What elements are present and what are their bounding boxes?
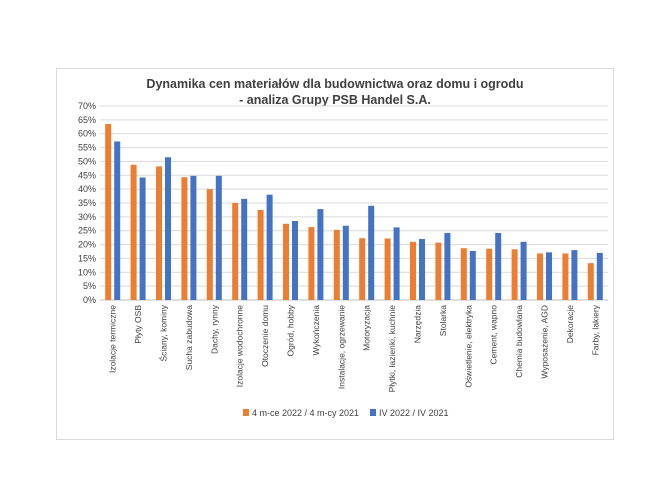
x-category-label: Motoryzacja (362, 305, 372, 351)
bar-series2 (596, 252, 603, 300)
x-category-label: Izolacje termiczne (108, 305, 118, 373)
bar-series2 (266, 194, 273, 300)
bar-series2 (215, 175, 222, 300)
y-tick-label: 25% (78, 226, 96, 236)
bar-series2 (165, 157, 171, 300)
bars (105, 124, 603, 300)
bar-series2 (342, 225, 349, 300)
bar-series1 (283, 223, 289, 300)
legend: 4 m-ce 2022 / 4 m-cy 2021 IV 2022 / IV 20… (243, 408, 449, 418)
chart-title-line-1: Dynamika cen materiałów dla budownictwa … (146, 77, 524, 91)
y-tick-label: 70% (78, 101, 96, 111)
bar-series1 (308, 227, 315, 300)
gridlines (100, 105, 608, 301)
bar-series1 (562, 253, 569, 300)
bar-series1 (410, 241, 416, 300)
x-category-label: Ściany, kominy (158, 304, 169, 361)
bar-series2 (368, 205, 375, 300)
x-category-label: Narzędzia (413, 305, 423, 344)
y-axis: 0% 5% 10% 15% 20% 25% 30% 35% 40% 45% 50% 55% 60% 65%… (78, 101, 96, 305)
chart-title: Dynamika cen materiałów dla budownictwa … (56, 76, 614, 108)
x-category-label: Oświetlenie, elektryka (463, 305, 473, 388)
y-tick-label: 45% (78, 170, 96, 180)
y-tick-label: 10% (78, 267, 96, 277)
x-category-label: Ogród, hobby (286, 304, 296, 356)
bar-series1 (359, 238, 366, 300)
y-tick-label: 60% (78, 129, 96, 139)
bar-series1 (105, 124, 112, 300)
x-category-label: Otoczenie domu (260, 305, 270, 367)
bar-series1 (384, 238, 391, 300)
y-tick-label: 15% (78, 253, 96, 263)
legend-swatch (370, 409, 376, 416)
x-category-label: Farby, lakiery (590, 304, 600, 355)
x-category-label: Dekoracje (565, 305, 575, 344)
y-tick-label: 65% (78, 115, 96, 125)
bar-series2 (520, 241, 527, 300)
bar-series1 (257, 209, 264, 300)
x-category-label: Stolarka (438, 305, 448, 336)
legend-label: 4 m-ce 2022 / 4 m-cy 2021 (252, 408, 359, 418)
bar-series2 (190, 175, 197, 300)
bar-series1 (181, 177, 188, 300)
legend-swatch (243, 409, 249, 416)
x-category-label: Wyposażenie, AGD (540, 305, 550, 379)
bar-series1 (486, 248, 493, 300)
x-category-label: Płyty OSB (133, 305, 143, 344)
bar-series2 (571, 250, 578, 300)
bar-series1 (232, 203, 239, 300)
bar-series1 (206, 189, 213, 300)
x-category-label: Instalacje, ogrzewanie (336, 305, 346, 389)
bar-series1 (333, 229, 340, 300)
bar-series2 (419, 239, 425, 300)
bar-series1 (130, 164, 137, 300)
bar-series2 (469, 250, 476, 300)
x-category-label: Wykończenia (311, 305, 321, 356)
y-tick-label: 40% (78, 184, 96, 194)
bar-series1 (460, 248, 467, 300)
bar-series2 (393, 227, 400, 300)
bar-series2 (444, 232, 451, 300)
y-tick-label: 20% (78, 240, 96, 250)
y-tick-label: 30% (78, 212, 96, 222)
y-tick-label: 0% (83, 295, 96, 305)
y-tick-label: 35% (78, 198, 96, 208)
x-category-label: Sucha zabudowa (184, 305, 194, 370)
y-tick-label: 55% (78, 143, 96, 153)
bar-series2 (546, 252, 552, 300)
chart-title-line-2: - analiza Grupy PSB Handel S.A. (239, 93, 431, 107)
bar-series2 (114, 141, 121, 300)
x-category-label: Płytki, łazienki, kuchnie (387, 305, 397, 393)
x-axis: Izolacje termiczne Płyty OSB Ściany, komin… (108, 304, 601, 392)
bar-series1 (537, 253, 543, 300)
x-category-label: Dachy, rynny (209, 304, 219, 354)
y-tick-label: 5% (83, 281, 96, 291)
bar-series1 (587, 263, 594, 300)
bar-series1 (511, 249, 518, 300)
x-category-label: Chemia budowlana (514, 305, 524, 378)
bar-series1 (435, 242, 442, 300)
x-category-label: Izolacje wodochronne (235, 305, 245, 387)
bar-series1 (156, 166, 162, 300)
bar-series2 (139, 177, 146, 300)
bar-series2 (495, 232, 502, 300)
y-tick-label: 50% (78, 156, 96, 166)
bar-series2 (241, 198, 248, 300)
bar-series2 (317, 209, 324, 300)
x-category-label: Cement, wapno (489, 305, 499, 365)
legend-label: IV 2022 / IV 2021 (379, 408, 449, 418)
bar-series2 (292, 221, 298, 300)
